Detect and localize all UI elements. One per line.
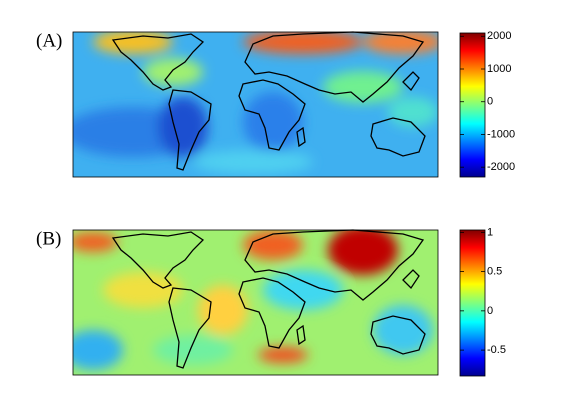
colorbar-tick-label: 0 <box>487 96 493 108</box>
colorbar-tick-label: 2000 <box>487 30 511 42</box>
panel-label: (A) <box>36 30 62 51</box>
panel-label: (B) <box>36 228 61 249</box>
colorbar-tick-label: 0 <box>487 305 493 317</box>
colorbar-tick-label: 1 <box>487 226 493 238</box>
map-b <box>72 229 439 376</box>
colorbar <box>459 229 486 377</box>
colorbar-tick-label: -1000 <box>487 128 515 140</box>
colorbar-tick-label: 0.5 <box>487 266 502 278</box>
colorbar-tick-label: -0.5 <box>487 344 506 356</box>
colorbar <box>459 32 486 178</box>
colorbar-tick-label: -2000 <box>487 161 515 173</box>
map-a <box>72 31 439 178</box>
colorbar-tick-label: 1000 <box>487 63 511 75</box>
